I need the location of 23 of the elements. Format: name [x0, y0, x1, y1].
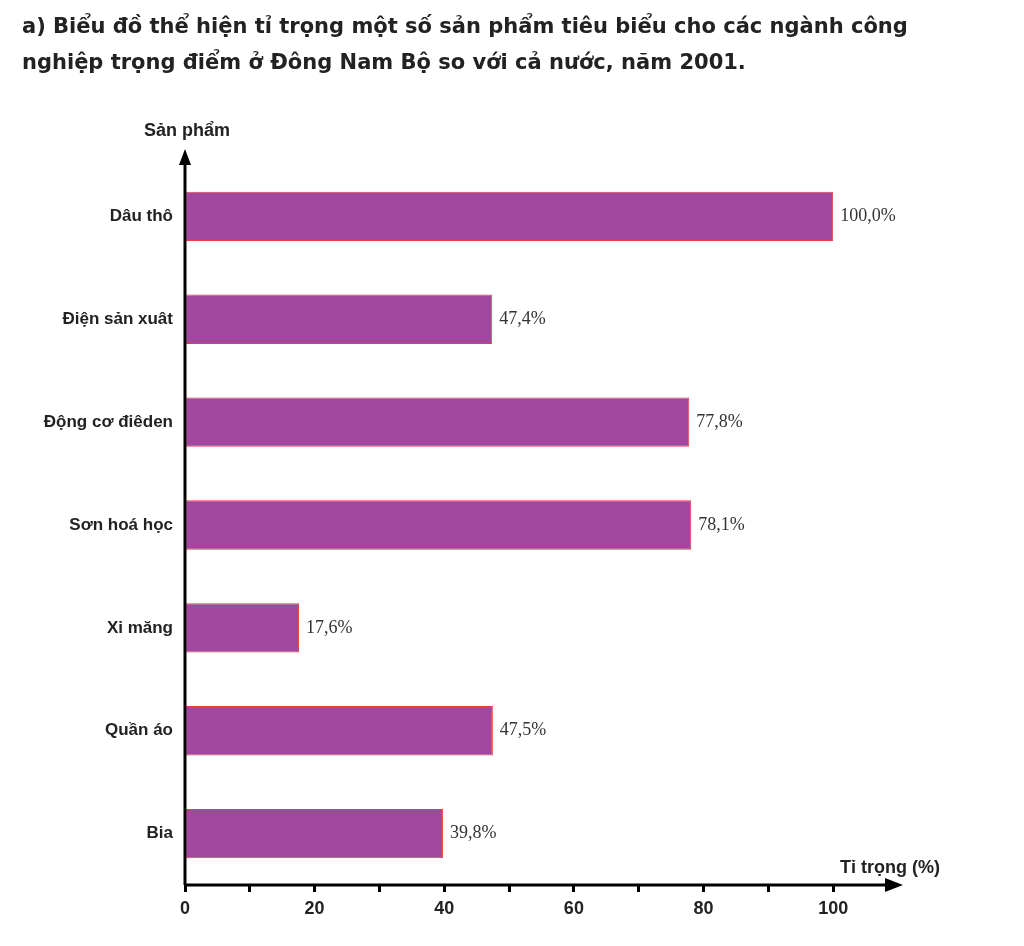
x-tick-label: 0: [179, 897, 191, 918]
y-tick-label: Xi măng: [106, 617, 173, 637]
x-tick-label: 80: [693, 897, 714, 918]
x-tick-label: 20: [304, 897, 325, 918]
y-tick-label: Điện sản xuât: [62, 308, 174, 328]
y-tick-label: Động cơ điêden: [43, 411, 173, 431]
data-label: 17,6%: [306, 616, 353, 637]
x-tick-label: 60: [563, 897, 584, 918]
data-label: 77,8%: [696, 410, 743, 431]
y-tick-label: Bia: [146, 823, 174, 843]
chart-title: a) Biểu đồ thể hiện tỉ trọng một số sản phẩm tiêu biểu cho các ngành công nghiệp trọng điểm ở Đông Nam Bộ so với cả nước, năm 2001.: [22, 12, 909, 76]
x-tick-label: 40: [434, 897, 455, 918]
data-label: 78,1%: [698, 513, 745, 534]
data-label: 100,0%: [840, 205, 896, 226]
data-label: 47,4%: [499, 308, 546, 329]
data-label: 47,5%: [499, 719, 547, 740]
x-axis-title: Tỉ trọng (%): [840, 856, 940, 877]
y-tick-label: Dâu thô: [109, 206, 173, 226]
x-tick-label: 100: [818, 897, 849, 918]
y-tick-label: Quần áo: [104, 720, 173, 740]
data-label: 39,8%: [449, 822, 497, 843]
y-tick-label: Sơn hoá học: [69, 514, 173, 534]
y-axis-title: Sản phẩm: [143, 119, 231, 140]
